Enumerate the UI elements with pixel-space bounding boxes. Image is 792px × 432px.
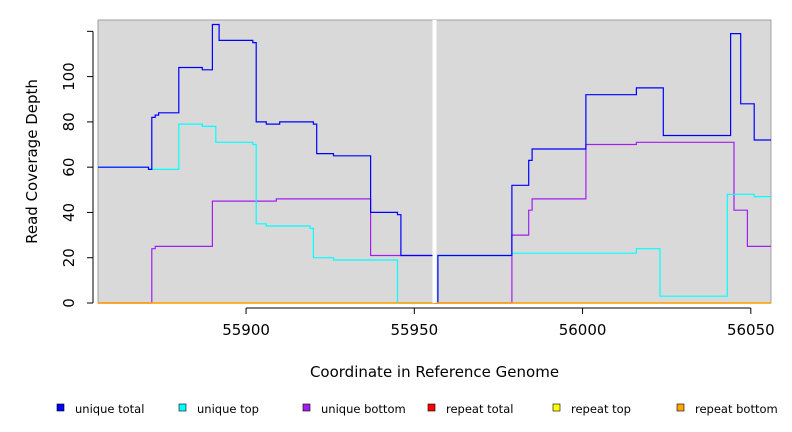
y-tick-label: 60	[60, 158, 78, 177]
series-line-unique-top	[98, 123, 771, 304]
axes-layer: 0 20 40 60 80 100 55900 55950 56000 56050	[60, 30, 775, 339]
y-tick-label: 100	[60, 62, 78, 91]
x-tick-label: 56050	[727, 321, 775, 339]
legend-label: repeat total	[446, 402, 513, 416]
legend-label: unique top	[197, 402, 259, 416]
legend-label: unique total	[75, 402, 144, 416]
legend-label: unique bottom	[321, 402, 406, 416]
gap-marker	[432, 20, 437, 303]
y-tick-label: 80	[60, 112, 78, 131]
legend-label: repeat top	[571, 402, 631, 416]
y-axis-title: Read Coverage Depth	[23, 79, 41, 244]
y-tick-label: 20	[60, 248, 78, 267]
x-tick-label: 55950	[390, 321, 438, 339]
legend-swatch	[552, 403, 561, 412]
legend-swatch	[302, 403, 311, 412]
y-tick-label: 40	[60, 203, 78, 222]
x-tick-label: 55900	[222, 321, 270, 339]
legend-swatch	[178, 403, 187, 412]
legend-swatch	[427, 403, 436, 412]
legend: unique total unique top unique bottom repea…	[56, 402, 778, 416]
y-tick-label: 0	[60, 298, 78, 308]
legend-label: repeat bottom	[695, 402, 778, 416]
x-tick-label: 56000	[559, 321, 607, 339]
series-line-unique-total	[98, 23, 771, 304]
x-axis-title: Coordinate in Reference Genome	[310, 363, 559, 381]
legend-swatch	[676, 403, 685, 412]
legend-swatch	[56, 403, 65, 412]
